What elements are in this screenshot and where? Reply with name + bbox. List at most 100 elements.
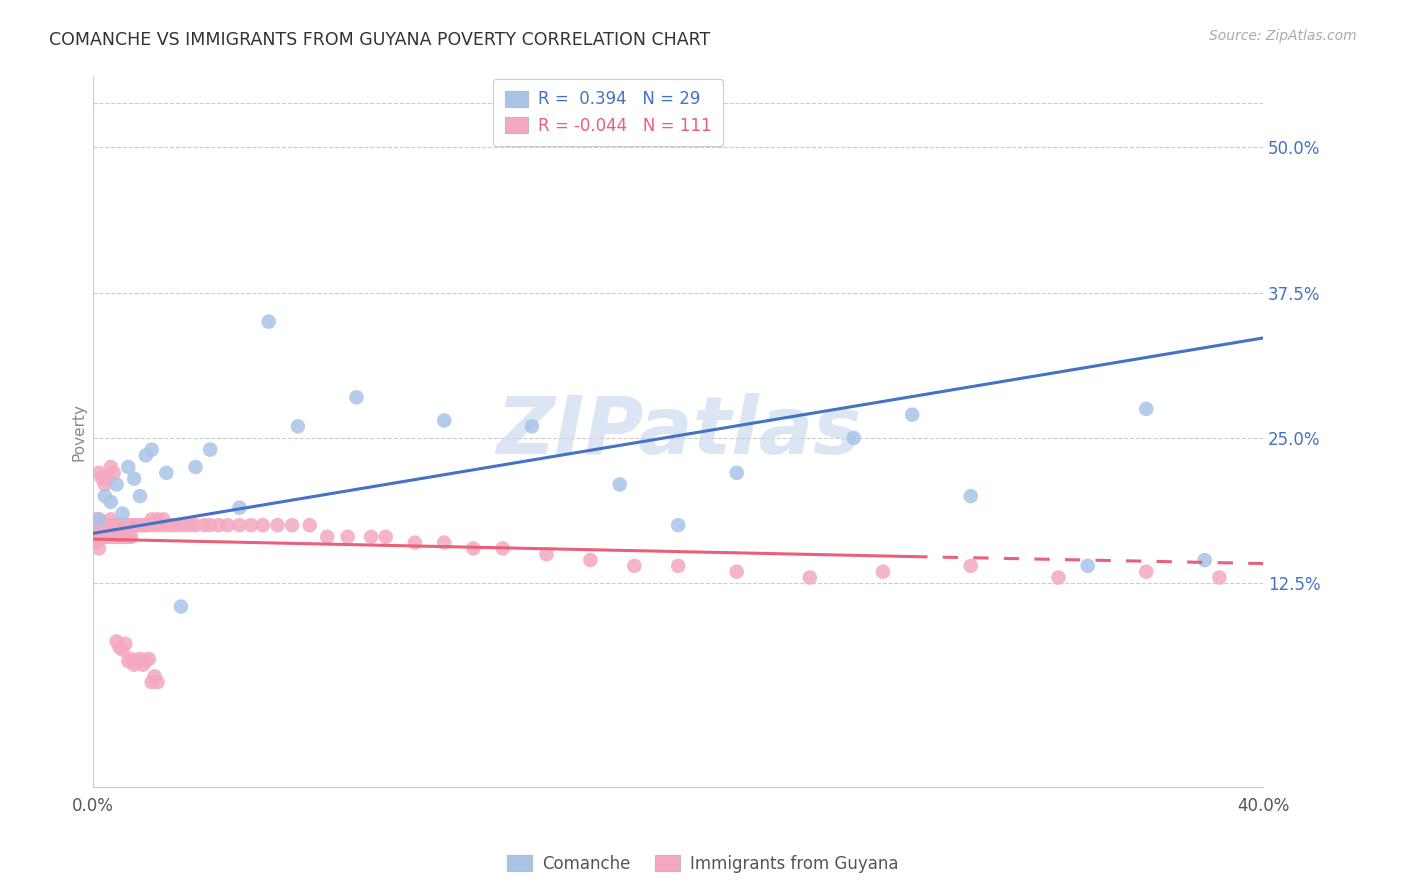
Point xyxy=(193,518,215,533)
Point xyxy=(252,518,274,533)
Point xyxy=(87,524,110,538)
Point xyxy=(91,530,114,544)
Point xyxy=(536,547,558,561)
Point xyxy=(257,315,280,329)
Point xyxy=(108,530,131,544)
Point xyxy=(135,654,157,668)
Point xyxy=(138,518,160,533)
Point xyxy=(91,518,114,533)
Point xyxy=(94,530,117,544)
Point xyxy=(287,419,309,434)
Point xyxy=(97,518,120,533)
Point xyxy=(111,530,134,544)
Point xyxy=(143,518,166,533)
Text: ZIPatlas: ZIPatlas xyxy=(496,393,860,471)
Point xyxy=(87,530,110,544)
Point xyxy=(122,472,145,486)
Point xyxy=(141,675,163,690)
Point xyxy=(122,657,145,672)
Point xyxy=(609,477,631,491)
Point xyxy=(91,518,114,533)
Point xyxy=(103,530,125,544)
Point xyxy=(117,654,139,668)
Point xyxy=(129,652,152,666)
Point xyxy=(114,518,136,533)
Point xyxy=(108,518,131,533)
Point xyxy=(114,637,136,651)
Point xyxy=(360,530,382,544)
Point xyxy=(725,466,748,480)
Point xyxy=(623,558,645,573)
Point xyxy=(1135,565,1157,579)
Point xyxy=(117,530,139,544)
Point xyxy=(217,518,239,533)
Point xyxy=(404,535,426,549)
Point xyxy=(120,652,142,666)
Text: Source: ZipAtlas.com: Source: ZipAtlas.com xyxy=(1209,29,1357,43)
Point xyxy=(1135,401,1157,416)
Point xyxy=(155,466,177,480)
Point xyxy=(1077,558,1099,573)
Point xyxy=(129,489,152,503)
Point xyxy=(666,558,689,573)
Point xyxy=(105,477,128,491)
Point xyxy=(94,489,117,503)
Point xyxy=(141,512,163,526)
Point xyxy=(100,512,122,526)
Point xyxy=(129,518,152,533)
Point xyxy=(111,642,134,657)
Point xyxy=(1208,570,1230,584)
Point xyxy=(316,530,339,544)
Point xyxy=(160,518,183,533)
Point xyxy=(105,530,128,544)
Point xyxy=(100,524,122,538)
Point xyxy=(84,535,107,549)
Point xyxy=(228,518,250,533)
Point xyxy=(374,530,396,544)
Point xyxy=(170,599,193,614)
Point xyxy=(125,654,148,668)
Point xyxy=(1047,570,1070,584)
Point xyxy=(100,460,122,475)
Point xyxy=(84,530,107,544)
Point xyxy=(184,518,207,533)
Point xyxy=(135,449,157,463)
Point xyxy=(87,512,110,526)
Point xyxy=(208,518,231,533)
Point xyxy=(725,565,748,579)
Point xyxy=(146,512,169,526)
Point xyxy=(463,541,485,556)
Point xyxy=(298,518,321,533)
Point xyxy=(105,634,128,648)
Point xyxy=(84,512,107,526)
Point xyxy=(111,524,134,538)
Point xyxy=(94,524,117,538)
Point xyxy=(125,518,148,533)
Point xyxy=(141,442,163,457)
Point xyxy=(666,518,689,533)
Point xyxy=(1194,553,1216,567)
Point xyxy=(173,518,195,533)
Point xyxy=(240,518,263,533)
Point xyxy=(87,512,110,526)
Point xyxy=(103,524,125,538)
Point xyxy=(959,489,981,503)
Point xyxy=(87,466,110,480)
Point xyxy=(97,472,120,486)
Point xyxy=(91,524,114,538)
Point xyxy=(105,524,128,538)
Point xyxy=(87,541,110,556)
Point xyxy=(138,652,160,666)
Point xyxy=(433,413,456,427)
Point xyxy=(100,495,122,509)
Point xyxy=(184,460,207,475)
Point xyxy=(91,472,114,486)
Point xyxy=(97,524,120,538)
Point xyxy=(122,518,145,533)
Point xyxy=(146,675,169,690)
Point xyxy=(120,530,142,544)
Point xyxy=(91,530,114,544)
Text: COMANCHE VS IMMIGRANTS FROM GUYANA POVERTY CORRELATION CHART: COMANCHE VS IMMIGRANTS FROM GUYANA POVER… xyxy=(49,31,710,49)
Legend: R =  0.394   N = 29, R = -0.044   N = 111: R = 0.394 N = 29, R = -0.044 N = 111 xyxy=(494,78,723,146)
Point xyxy=(336,530,359,544)
